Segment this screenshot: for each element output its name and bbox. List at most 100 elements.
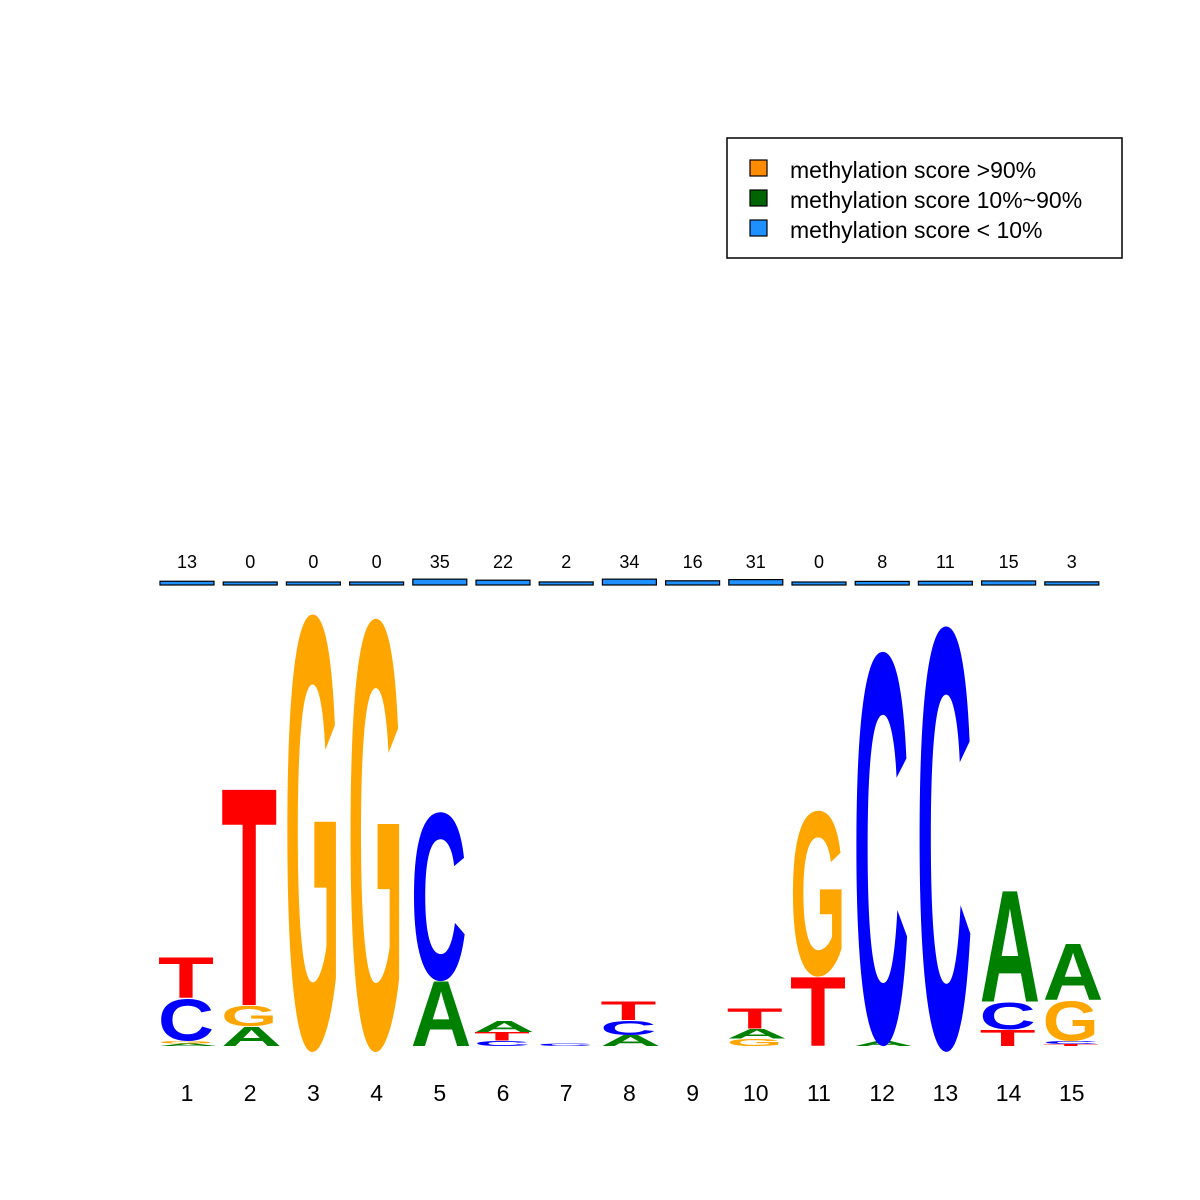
position-label-2: 2 — [244, 1080, 257, 1106]
legend-label-low: methylation score < 10% — [790, 217, 1043, 243]
legend-label-mid: methylation score 10%~90% — [790, 187, 1082, 213]
logo-letter-G: G — [727, 1036, 783, 1048]
methylation-count-label: 0 — [372, 552, 382, 572]
methylation-count-label: 11 — [936, 552, 955, 572]
logo-letter-C: C — [600, 1017, 656, 1040]
methylation-bar-rect — [538, 581, 594, 586]
logo-letter-A: A — [853, 1039, 914, 1047]
methylation-count-label: 13 — [177, 552, 197, 572]
legend-swatch-mid — [749, 189, 768, 207]
legend: methylation score >90% methylation score… — [726, 137, 1123, 259]
logo-letter-G: G — [1043, 989, 1099, 1053]
logo-letter-C: C — [411, 762, 467, 1030]
logo-letter-T: T — [600, 996, 656, 1026]
position-label-9: 9 — [686, 1080, 699, 1106]
methylation-bar-10 — [728, 578, 784, 586]
methylation-bar-rect — [854, 580, 910, 586]
logo-letter-A: A — [727, 1026, 788, 1041]
logo-letter-A: A — [600, 1032, 661, 1049]
position-label-5: 5 — [433, 1080, 446, 1106]
legend-swatch-high — [749, 159, 768, 177]
methylation-count-label: 2 — [561, 552, 571, 572]
methylation-count-label: 3 — [1067, 552, 1077, 572]
logo-letter-G: G — [348, 494, 404, 1177]
methylation-bar-rect — [664, 580, 721, 586]
position-label-12: 12 — [869, 1080, 895, 1106]
methylation-count-label: 35 — [430, 552, 450, 572]
logo-letter-T: T — [474, 1030, 530, 1044]
logo-letter-G: G — [284, 488, 340, 1178]
logo-letter-A: A — [474, 1018, 535, 1035]
methylation-bar-rect — [159, 580, 215, 586]
methylation-bar-rect — [601, 578, 658, 586]
position-label-15: 15 — [1059, 1080, 1085, 1106]
methylation-bar-15 — [1044, 581, 1100, 586]
logo-letter-A: A — [980, 857, 1041, 1036]
position-label-14: 14 — [996, 1080, 1022, 1106]
methylation-bar-2 — [222, 581, 278, 586]
methylation-bar-rect — [285, 581, 341, 586]
position-label-11: 11 — [807, 1080, 831, 1106]
logo-letter-T: T — [221, 721, 277, 1071]
logo-letter-T: T — [980, 1025, 1036, 1051]
methylation-count-label: 16 — [683, 552, 703, 572]
position-label-6: 6 — [497, 1080, 510, 1106]
logo-letter-C: C — [1043, 1040, 1099, 1045]
methylation-count-label: 0 — [308, 552, 318, 572]
methylation-bar-12 — [854, 580, 910, 586]
logo-letter-A: A — [1043, 927, 1104, 1017]
logo-letter-C: C — [853, 538, 909, 1160]
logo-letter-A: A — [411, 962, 472, 1066]
methylation-count-label: 0 — [245, 552, 255, 572]
methylation-count-label: 31 — [746, 552, 766, 572]
position-label-1: 1 — [181, 1080, 194, 1106]
logo-letter-C: C — [474, 1039, 530, 1047]
methylation-bar-13 — [917, 580, 974, 586]
methylation-bar-rect — [917, 580, 974, 586]
methylation-bar-rect — [475, 579, 531, 586]
logo-letter-A: A — [221, 1021, 282, 1052]
logo-letter-G: G — [158, 1040, 214, 1044]
logo-letter-C: C — [537, 1043, 593, 1047]
methylation-count-label: 0 — [814, 552, 824, 572]
legend-label-high: methylation score >90% — [790, 157, 1036, 183]
methylation-bar-rect — [980, 580, 1037, 586]
methylation-bar-3 — [285, 581, 341, 586]
logo-letter-T: T — [790, 957, 846, 1068]
position-label-3: 3 — [307, 1080, 320, 1106]
methylation-bar-1 — [159, 580, 215, 586]
methylation-count-label: 15 — [999, 552, 1019, 572]
logo-letter-C: C — [158, 987, 214, 1054]
methylation-bar-6 — [475, 579, 531, 586]
position-label-4: 4 — [370, 1080, 383, 1106]
methylation-bar-rect — [791, 581, 847, 586]
logo-letter-T: T — [727, 1003, 783, 1035]
methylation-bar-4 — [349, 581, 405, 586]
legend-box — [726, 137, 1123, 259]
logo-letter-A: A — [158, 1043, 219, 1047]
position-label-13: 13 — [933, 1080, 959, 1106]
legend-swatch-low — [749, 219, 768, 237]
logo-letter-G: G — [221, 1000, 277, 1033]
methylation-bar-5 — [412, 578, 468, 586]
logo-letter-C: C — [916, 502, 972, 1174]
methylation-bar-rect — [222, 581, 278, 586]
methylation-count-label: 8 — [877, 552, 887, 572]
methylation-bar-7 — [538, 581, 594, 586]
logo-letter-T: T — [1043, 1043, 1099, 1046]
methylation-bar-rect — [412, 578, 468, 586]
position-label-7: 7 — [560, 1080, 573, 1106]
logo-letter-C: C — [980, 995, 1036, 1038]
methylation-bar-rect — [1044, 581, 1100, 586]
methylation-count-label: 34 — [619, 552, 639, 572]
methylation-bar-rect — [728, 578, 784, 586]
position-label-8: 8 — [623, 1080, 636, 1106]
logo-letter-G: G — [790, 762, 846, 1024]
methylation-count-label: 22 — [493, 552, 513, 572]
methylation-bar-14 — [980, 580, 1037, 586]
position-label-10: 10 — [743, 1080, 769, 1106]
logo-letter-T: T — [158, 945, 214, 1011]
methylation-bar-11 — [791, 581, 847, 586]
methylation-bar-rect — [349, 581, 405, 586]
